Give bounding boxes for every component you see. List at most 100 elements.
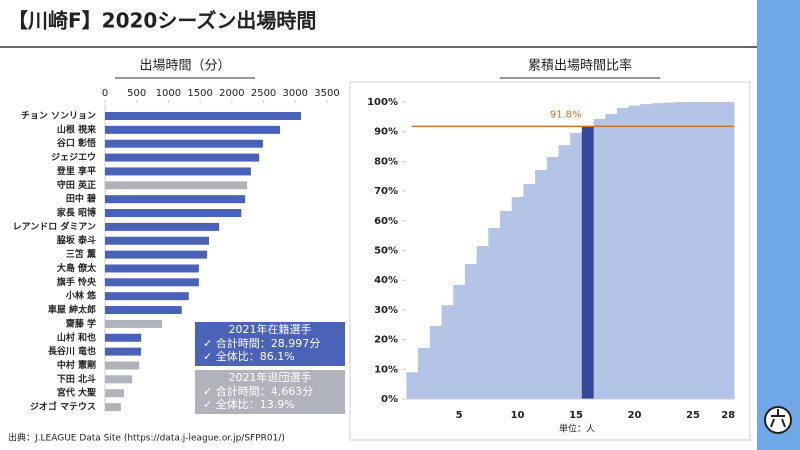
category-label: 宮代 大聖 bbox=[57, 387, 96, 399]
x-tick-label: 20 bbox=[628, 410, 642, 421]
category-label: 脇坂 泰斗 bbox=[57, 234, 96, 246]
source: 出典：J.LEAGUE Data Site (https://data.j-le… bbox=[8, 432, 285, 444]
bar bbox=[105, 209, 242, 218]
logo-mark bbox=[770, 409, 786, 428]
step-bar bbox=[511, 197, 524, 399]
category-label: ジェジエウ bbox=[51, 152, 96, 163]
x-tick-label: 1000 bbox=[156, 88, 181, 99]
step-bar bbox=[663, 102, 676, 400]
bar bbox=[105, 403, 121, 412]
legend-note: ✓ 全体比：13.9% bbox=[203, 397, 295, 411]
step-bar bbox=[546, 156, 559, 399]
category-label: 小林 悠 bbox=[65, 290, 97, 302]
category-label: ジオゴ マテウス bbox=[30, 401, 96, 413]
x-tick-label: 2000 bbox=[219, 88, 244, 99]
x-tick-label: 500 bbox=[127, 88, 146, 99]
y-tick-label: 0% bbox=[381, 394, 398, 405]
y-tick-label: 80% bbox=[374, 156, 398, 167]
legend-box bbox=[195, 322, 345, 366]
bar bbox=[105, 264, 199, 273]
x-tick-label: 5 bbox=[456, 410, 463, 421]
legend-name: 2021年在籍選手 bbox=[229, 322, 312, 336]
step-bar bbox=[605, 113, 618, 399]
category-label: 谷口 彰悟 bbox=[57, 137, 96, 149]
step-bar bbox=[406, 372, 419, 399]
step-bar bbox=[429, 325, 442, 399]
y-tick-label: 30% bbox=[374, 305, 398, 316]
title: 【川崎F】2020シーズン出場時間 bbox=[8, 9, 316, 33]
x-tick-label: 10 bbox=[511, 410, 525, 421]
y-tick-label: 60% bbox=[374, 216, 398, 227]
y-tick-label: 70% bbox=[374, 186, 398, 197]
bar bbox=[105, 375, 133, 384]
step-bar bbox=[488, 227, 501, 399]
category-label: 中村 憲剛 bbox=[57, 359, 96, 371]
step-bar bbox=[476, 246, 489, 399]
category-label: 家長 昭博 bbox=[57, 207, 96, 219]
x-tick-label: 25 bbox=[686, 410, 700, 421]
bar bbox=[105, 361, 140, 370]
bar bbox=[105, 112, 301, 120]
step-bar bbox=[722, 102, 735, 399]
bar bbox=[105, 292, 189, 301]
y-tick-label: 50% bbox=[374, 246, 398, 257]
category-label: 旗手 怜央 bbox=[57, 276, 97, 288]
step-bar bbox=[687, 102, 700, 399]
category-label: チョン ソンリョン bbox=[21, 111, 96, 122]
side-strip bbox=[757, 0, 800, 450]
step-bar bbox=[453, 284, 466, 399]
x-tick-label: 3500 bbox=[314, 88, 339, 99]
step-bar bbox=[593, 118, 606, 399]
y-tick-label: 40% bbox=[374, 275, 398, 286]
x-axis-label: 単位：人 bbox=[559, 423, 595, 435]
category-label: 車屋 紳太郎 bbox=[48, 304, 96, 316]
bar bbox=[105, 181, 248, 190]
bar bbox=[105, 167, 251, 176]
step-bar bbox=[570, 132, 583, 399]
bar bbox=[105, 333, 142, 342]
step-bar bbox=[628, 105, 641, 400]
category-label: 下田 北斗 bbox=[57, 373, 96, 385]
reference-label: 91.8% bbox=[550, 109, 582, 120]
bar bbox=[105, 347, 142, 356]
legend-name: 2021年退団選手 bbox=[229, 370, 312, 384]
category-label: 三笘 薫 bbox=[66, 248, 96, 260]
y-tick-label: 90% bbox=[374, 127, 398, 138]
x-tick-label: 2500 bbox=[251, 88, 276, 99]
highlight-bar bbox=[581, 126, 594, 399]
y-tick-label: 100% bbox=[367, 97, 398, 108]
step-bar bbox=[710, 102, 723, 399]
right-title: 累積出場時間比率 bbox=[528, 58, 632, 74]
legend-note: ✓ 全体比：86.1% bbox=[203, 349, 295, 363]
step-bar bbox=[675, 102, 688, 399]
step-bar bbox=[698, 102, 712, 399]
x-tick-label: 3000 bbox=[283, 88, 308, 99]
category-label: 田中 碧 bbox=[66, 193, 96, 205]
step-bar bbox=[418, 347, 431, 399]
bar bbox=[105, 125, 281, 134]
y-tick-label: 20% bbox=[374, 335, 398, 346]
step-bar bbox=[535, 170, 548, 399]
category-label: 長谷川 竜也 bbox=[48, 345, 96, 357]
category-label: レアンドロ ダミアン bbox=[13, 220, 96, 232]
step-bar bbox=[640, 104, 653, 399]
legend-box bbox=[195, 370, 345, 414]
x-tick-label: 0 bbox=[102, 88, 108, 99]
bar bbox=[105, 278, 199, 287]
category-label: 齋藤 学 bbox=[65, 317, 96, 329]
x-tick-label: 28 bbox=[721, 410, 735, 421]
category-label: 山村 和也 bbox=[57, 331, 96, 343]
step-bar bbox=[523, 183, 536, 399]
step-bar bbox=[617, 107, 630, 399]
step-bar bbox=[441, 305, 454, 399]
bar bbox=[105, 389, 125, 398]
x-tick-label: 15 bbox=[569, 410, 583, 421]
category-label: 守田 英正 bbox=[57, 179, 96, 191]
step-bar bbox=[652, 103, 665, 400]
y-tick-label: 10% bbox=[374, 364, 398, 375]
legend-note: ✓ 合計時間：4,663分 bbox=[203, 384, 313, 398]
step-bar bbox=[558, 145, 571, 399]
right-panel bbox=[349, 81, 751, 441]
bar bbox=[105, 306, 182, 315]
